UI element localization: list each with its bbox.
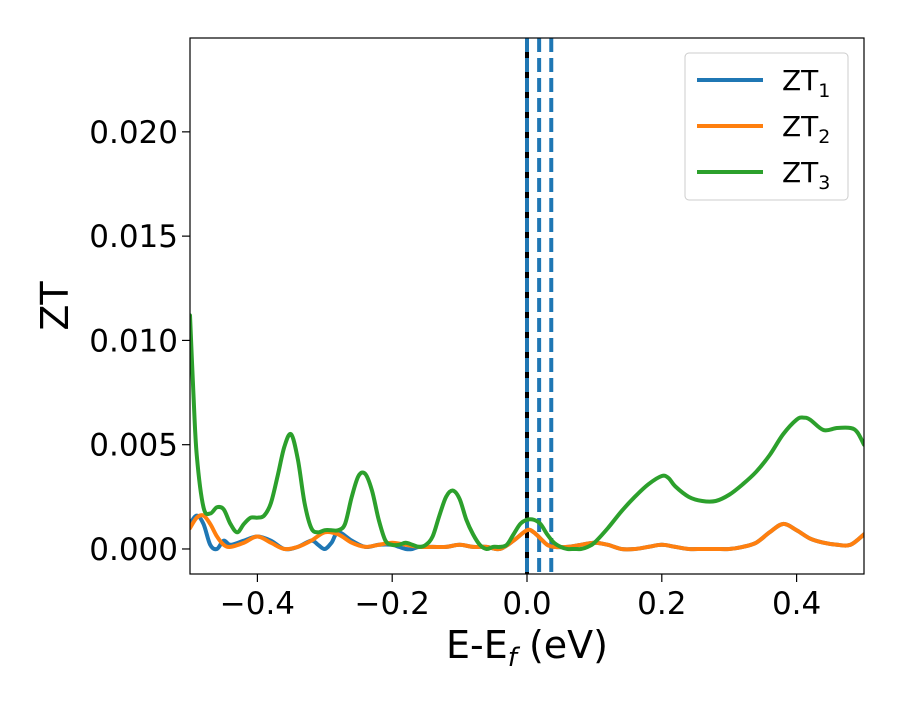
x-tick-label: 0.4: [772, 586, 821, 622]
legend-box: [684, 52, 849, 201]
x-tick-label: −0.2: [355, 586, 430, 622]
y-tick-label: 0.010: [89, 323, 178, 359]
y-tick-label: 0.005: [89, 428, 178, 464]
legend-label-zt2: ZT2: [782, 110, 830, 148]
y-axis: 0.000 0.005 0.010 0.015 0.020: [89, 115, 190, 568]
x-axis-title: E-Ef (eV): [446, 623, 608, 673]
series-lines: [190, 313, 864, 552]
legend: ZT1 ZT2 ZT3: [684, 52, 849, 201]
series-line-zt3: [190, 313, 864, 552]
legend-label-zt3: ZT3: [782, 156, 830, 194]
y-tick-label: 0.015: [89, 219, 178, 255]
series-line-zt2: [190, 513, 864, 552]
x-tick-label: 0.0: [502, 586, 551, 622]
y-tick-label: 0.000: [89, 532, 178, 568]
x-tick-label: −0.4: [220, 586, 295, 622]
legend-label-zt1: ZT1: [782, 64, 830, 102]
y-axis-title: ZT: [33, 281, 77, 331]
x-tick-label: 0.2: [637, 586, 686, 622]
reference-lines: [525, 38, 554, 574]
y-tick-label: 0.020: [89, 115, 178, 151]
x-axis: −0.4 −0.2 0.0 0.2 0.4: [220, 574, 821, 622]
